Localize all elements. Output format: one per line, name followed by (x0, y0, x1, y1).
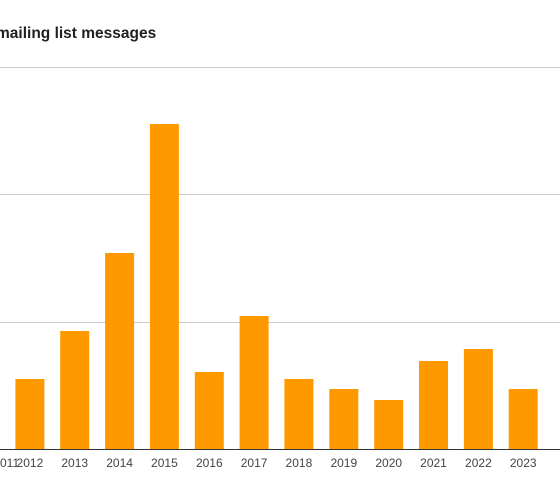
bar-2020 (374, 400, 404, 449)
bar-2021 (419, 361, 448, 449)
bar-series (15, 124, 538, 449)
x-tick-label-2023: 2023 (510, 456, 537, 470)
x-tick-label-2022: 2022 (465, 456, 492, 470)
x-tick-label-2011: 011 (0, 456, 19, 470)
bar-2018 (284, 379, 314, 449)
bar-2019 (329, 389, 359, 449)
bar-2012 (15, 379, 45, 449)
grid-lines (0, 67, 560, 323)
bar-2017 (239, 316, 269, 449)
x-tick-label-2015: 2015 (151, 456, 178, 470)
x-tick-label-2020: 2020 (375, 456, 402, 470)
bar-2013 (60, 331, 90, 449)
x-tick-label-2017: 2017 (241, 456, 268, 470)
bar-2023 (508, 389, 538, 449)
bar-2016 (194, 372, 224, 449)
x-tick-label-2016: 2016 (196, 456, 223, 470)
x-tick-label-2019: 2019 (330, 456, 357, 470)
x-tick-label-2018: 2018 (286, 456, 313, 470)
x-tick-label-2012: 2012 (17, 456, 44, 470)
x-tick-label-2021: 2021 (420, 456, 447, 470)
x-tick-label-2014: 2014 (106, 456, 133, 470)
x-tick-label-2013: 2013 (61, 456, 88, 470)
bar-2015 (149, 124, 179, 449)
chart-title: mailing list messages (0, 25, 157, 42)
bar-2022 (463, 349, 493, 449)
bar-2014 (105, 253, 135, 449)
